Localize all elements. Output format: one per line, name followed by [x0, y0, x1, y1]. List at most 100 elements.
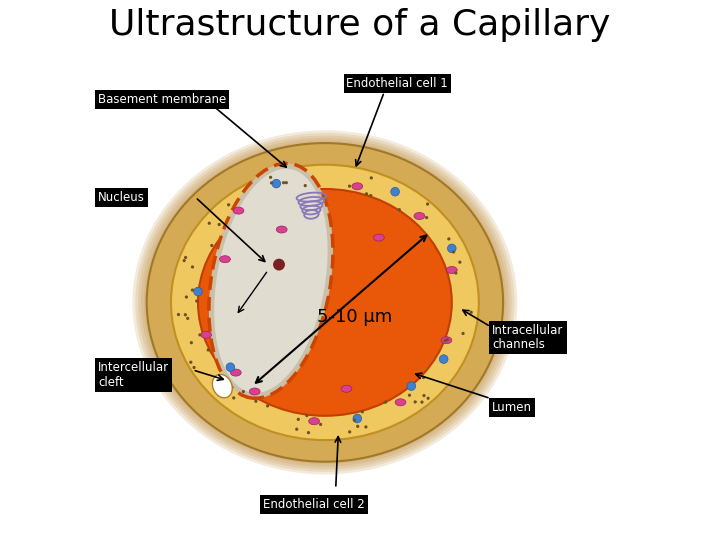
- Ellipse shape: [462, 332, 464, 335]
- Ellipse shape: [135, 133, 515, 472]
- Ellipse shape: [269, 176, 272, 179]
- Ellipse shape: [426, 396, 430, 400]
- Ellipse shape: [242, 390, 245, 393]
- Ellipse shape: [364, 426, 367, 429]
- Ellipse shape: [183, 259, 186, 262]
- Ellipse shape: [369, 194, 372, 197]
- Ellipse shape: [426, 202, 429, 206]
- Ellipse shape: [270, 181, 273, 185]
- Ellipse shape: [207, 348, 210, 352]
- Ellipse shape: [341, 385, 352, 392]
- Ellipse shape: [189, 361, 192, 364]
- Ellipse shape: [273, 259, 285, 271]
- Text: Nucleus: Nucleus: [98, 191, 145, 204]
- Ellipse shape: [352, 183, 363, 190]
- Ellipse shape: [304, 184, 307, 187]
- Text: Intracellular
channels: Intracellular channels: [492, 323, 564, 352]
- Ellipse shape: [254, 400, 258, 403]
- Ellipse shape: [266, 404, 269, 408]
- Ellipse shape: [201, 332, 212, 338]
- Ellipse shape: [447, 244, 456, 253]
- Ellipse shape: [348, 185, 351, 188]
- Ellipse shape: [353, 414, 361, 423]
- Ellipse shape: [413, 400, 417, 403]
- Ellipse shape: [407, 382, 415, 390]
- Ellipse shape: [185, 295, 188, 299]
- Ellipse shape: [194, 287, 202, 296]
- Text: Endothelial cell 2: Endothelial cell 2: [263, 498, 364, 511]
- Ellipse shape: [138, 136, 512, 469]
- Ellipse shape: [195, 300, 198, 303]
- Ellipse shape: [305, 414, 308, 417]
- Text: Intercellular
cleft: Intercellular cleft: [98, 361, 169, 389]
- Ellipse shape: [171, 165, 479, 440]
- Ellipse shape: [307, 431, 310, 434]
- Ellipse shape: [192, 366, 196, 369]
- Ellipse shape: [141, 138, 509, 467]
- Ellipse shape: [356, 425, 359, 428]
- Ellipse shape: [297, 418, 300, 421]
- Ellipse shape: [230, 369, 241, 376]
- Ellipse shape: [420, 401, 423, 404]
- Ellipse shape: [361, 410, 364, 414]
- Ellipse shape: [198, 333, 202, 336]
- Text: Lumen: Lumen: [492, 401, 532, 414]
- Ellipse shape: [214, 168, 328, 393]
- Text: Ultrastructure of a Capillary: Ultrastructure of a Capillary: [109, 8, 611, 42]
- Ellipse shape: [177, 313, 180, 316]
- Ellipse shape: [212, 374, 233, 398]
- Ellipse shape: [458, 260, 462, 264]
- Ellipse shape: [374, 234, 384, 241]
- Ellipse shape: [422, 376, 425, 379]
- Ellipse shape: [439, 355, 448, 363]
- Ellipse shape: [249, 388, 260, 395]
- Ellipse shape: [232, 396, 235, 400]
- Ellipse shape: [369, 176, 373, 179]
- Ellipse shape: [309, 418, 320, 424]
- Ellipse shape: [210, 244, 213, 247]
- Text: Basement membrane: Basement membrane: [98, 93, 226, 106]
- Ellipse shape: [384, 401, 387, 404]
- Ellipse shape: [184, 313, 187, 316]
- Ellipse shape: [353, 418, 356, 422]
- Ellipse shape: [397, 208, 401, 211]
- Ellipse shape: [452, 251, 455, 254]
- Ellipse shape: [414, 212, 425, 219]
- Ellipse shape: [282, 181, 285, 184]
- Text: Endothelial cell 1: Endothelial cell 1: [346, 77, 449, 90]
- Ellipse shape: [233, 207, 244, 214]
- Ellipse shape: [408, 394, 411, 397]
- Ellipse shape: [209, 164, 333, 398]
- Ellipse shape: [425, 216, 428, 219]
- Ellipse shape: [423, 394, 426, 397]
- Ellipse shape: [319, 423, 323, 426]
- Ellipse shape: [184, 256, 187, 259]
- Ellipse shape: [391, 187, 400, 196]
- Ellipse shape: [147, 143, 503, 462]
- Ellipse shape: [348, 430, 351, 434]
- Ellipse shape: [272, 179, 281, 188]
- Text: 5-10 μm: 5-10 μm: [317, 308, 392, 326]
- Ellipse shape: [190, 341, 193, 345]
- Ellipse shape: [132, 130, 518, 475]
- Ellipse shape: [444, 339, 447, 342]
- Ellipse shape: [395, 399, 406, 406]
- Ellipse shape: [295, 428, 298, 431]
- Ellipse shape: [446, 338, 449, 341]
- Ellipse shape: [186, 317, 189, 320]
- Ellipse shape: [446, 267, 457, 273]
- Ellipse shape: [220, 255, 230, 262]
- Ellipse shape: [365, 192, 368, 195]
- Ellipse shape: [198, 189, 452, 416]
- Ellipse shape: [441, 337, 452, 343]
- Ellipse shape: [454, 272, 457, 275]
- Ellipse shape: [447, 237, 451, 240]
- Ellipse shape: [469, 310, 473, 314]
- Ellipse shape: [191, 288, 194, 292]
- Ellipse shape: [217, 223, 221, 226]
- Ellipse shape: [227, 203, 230, 206]
- Ellipse shape: [144, 140, 506, 464]
- Ellipse shape: [226, 363, 235, 372]
- Ellipse shape: [147, 143, 503, 462]
- Ellipse shape: [207, 221, 211, 225]
